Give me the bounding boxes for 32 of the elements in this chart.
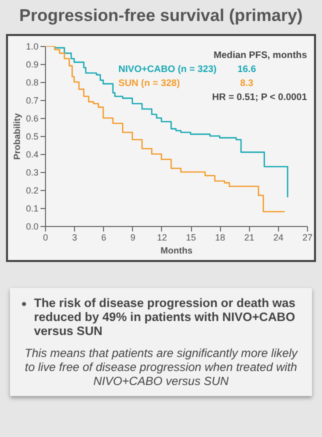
x-tick-label: 24 [273,232,284,242]
chart-title: Progression-free survival (primary) [18,5,304,27]
series-label: NIVO+CABO (n = 323) [118,64,217,75]
y-tick-label: 0.8 [26,78,38,88]
text: The risk of disease progression or death was reduced by 49% in patients with NIVO+CABO versus SUN [34,296,296,338]
y-axis-title: Probability [12,113,22,160]
x-tick-label: 12 [156,232,167,242]
y-tick-label: 0.6 [26,114,38,124]
y-tick-label: 0.2 [26,186,38,196]
annotation: Median PFS, months [214,50,307,61]
x-tick-label: 9 [130,232,136,242]
x-tick-label: 0 [42,232,48,242]
x-tick-label: 6 [101,232,106,242]
x-tick-label: 18 [215,232,226,242]
y-tick-label: 0.1 [26,204,38,214]
y-tick-label: 0.4 [26,150,38,160]
x-tick-label: 15 [186,232,196,242]
y-tick-label: 0.0 [26,222,38,232]
text: This means that patients are significantly more likely to live free of disease progression when treated with NIVO+CABO versus SUN [24,346,299,388]
y-tick-label: 0.9 [26,60,38,70]
y-tick-label: 0.3 [26,168,38,178]
annotation: 16.6 [237,64,256,75]
text: SUN (n = 328) [118,78,180,89]
y-tick-label: 1.0 [26,42,38,52]
x-tick-label: 3 [72,232,78,242]
annotation: HR = 0.51; P < 0.0001 [212,92,308,103]
x-axis-title: Months [160,246,192,256]
x-tick-label: 21 [244,232,254,242]
y-tick-label: 0.5 [26,132,38,142]
annotation: 8.3 [240,78,254,89]
y-tick-label: 0.7 [26,96,38,106]
x-tick-label: 27 [302,232,313,242]
